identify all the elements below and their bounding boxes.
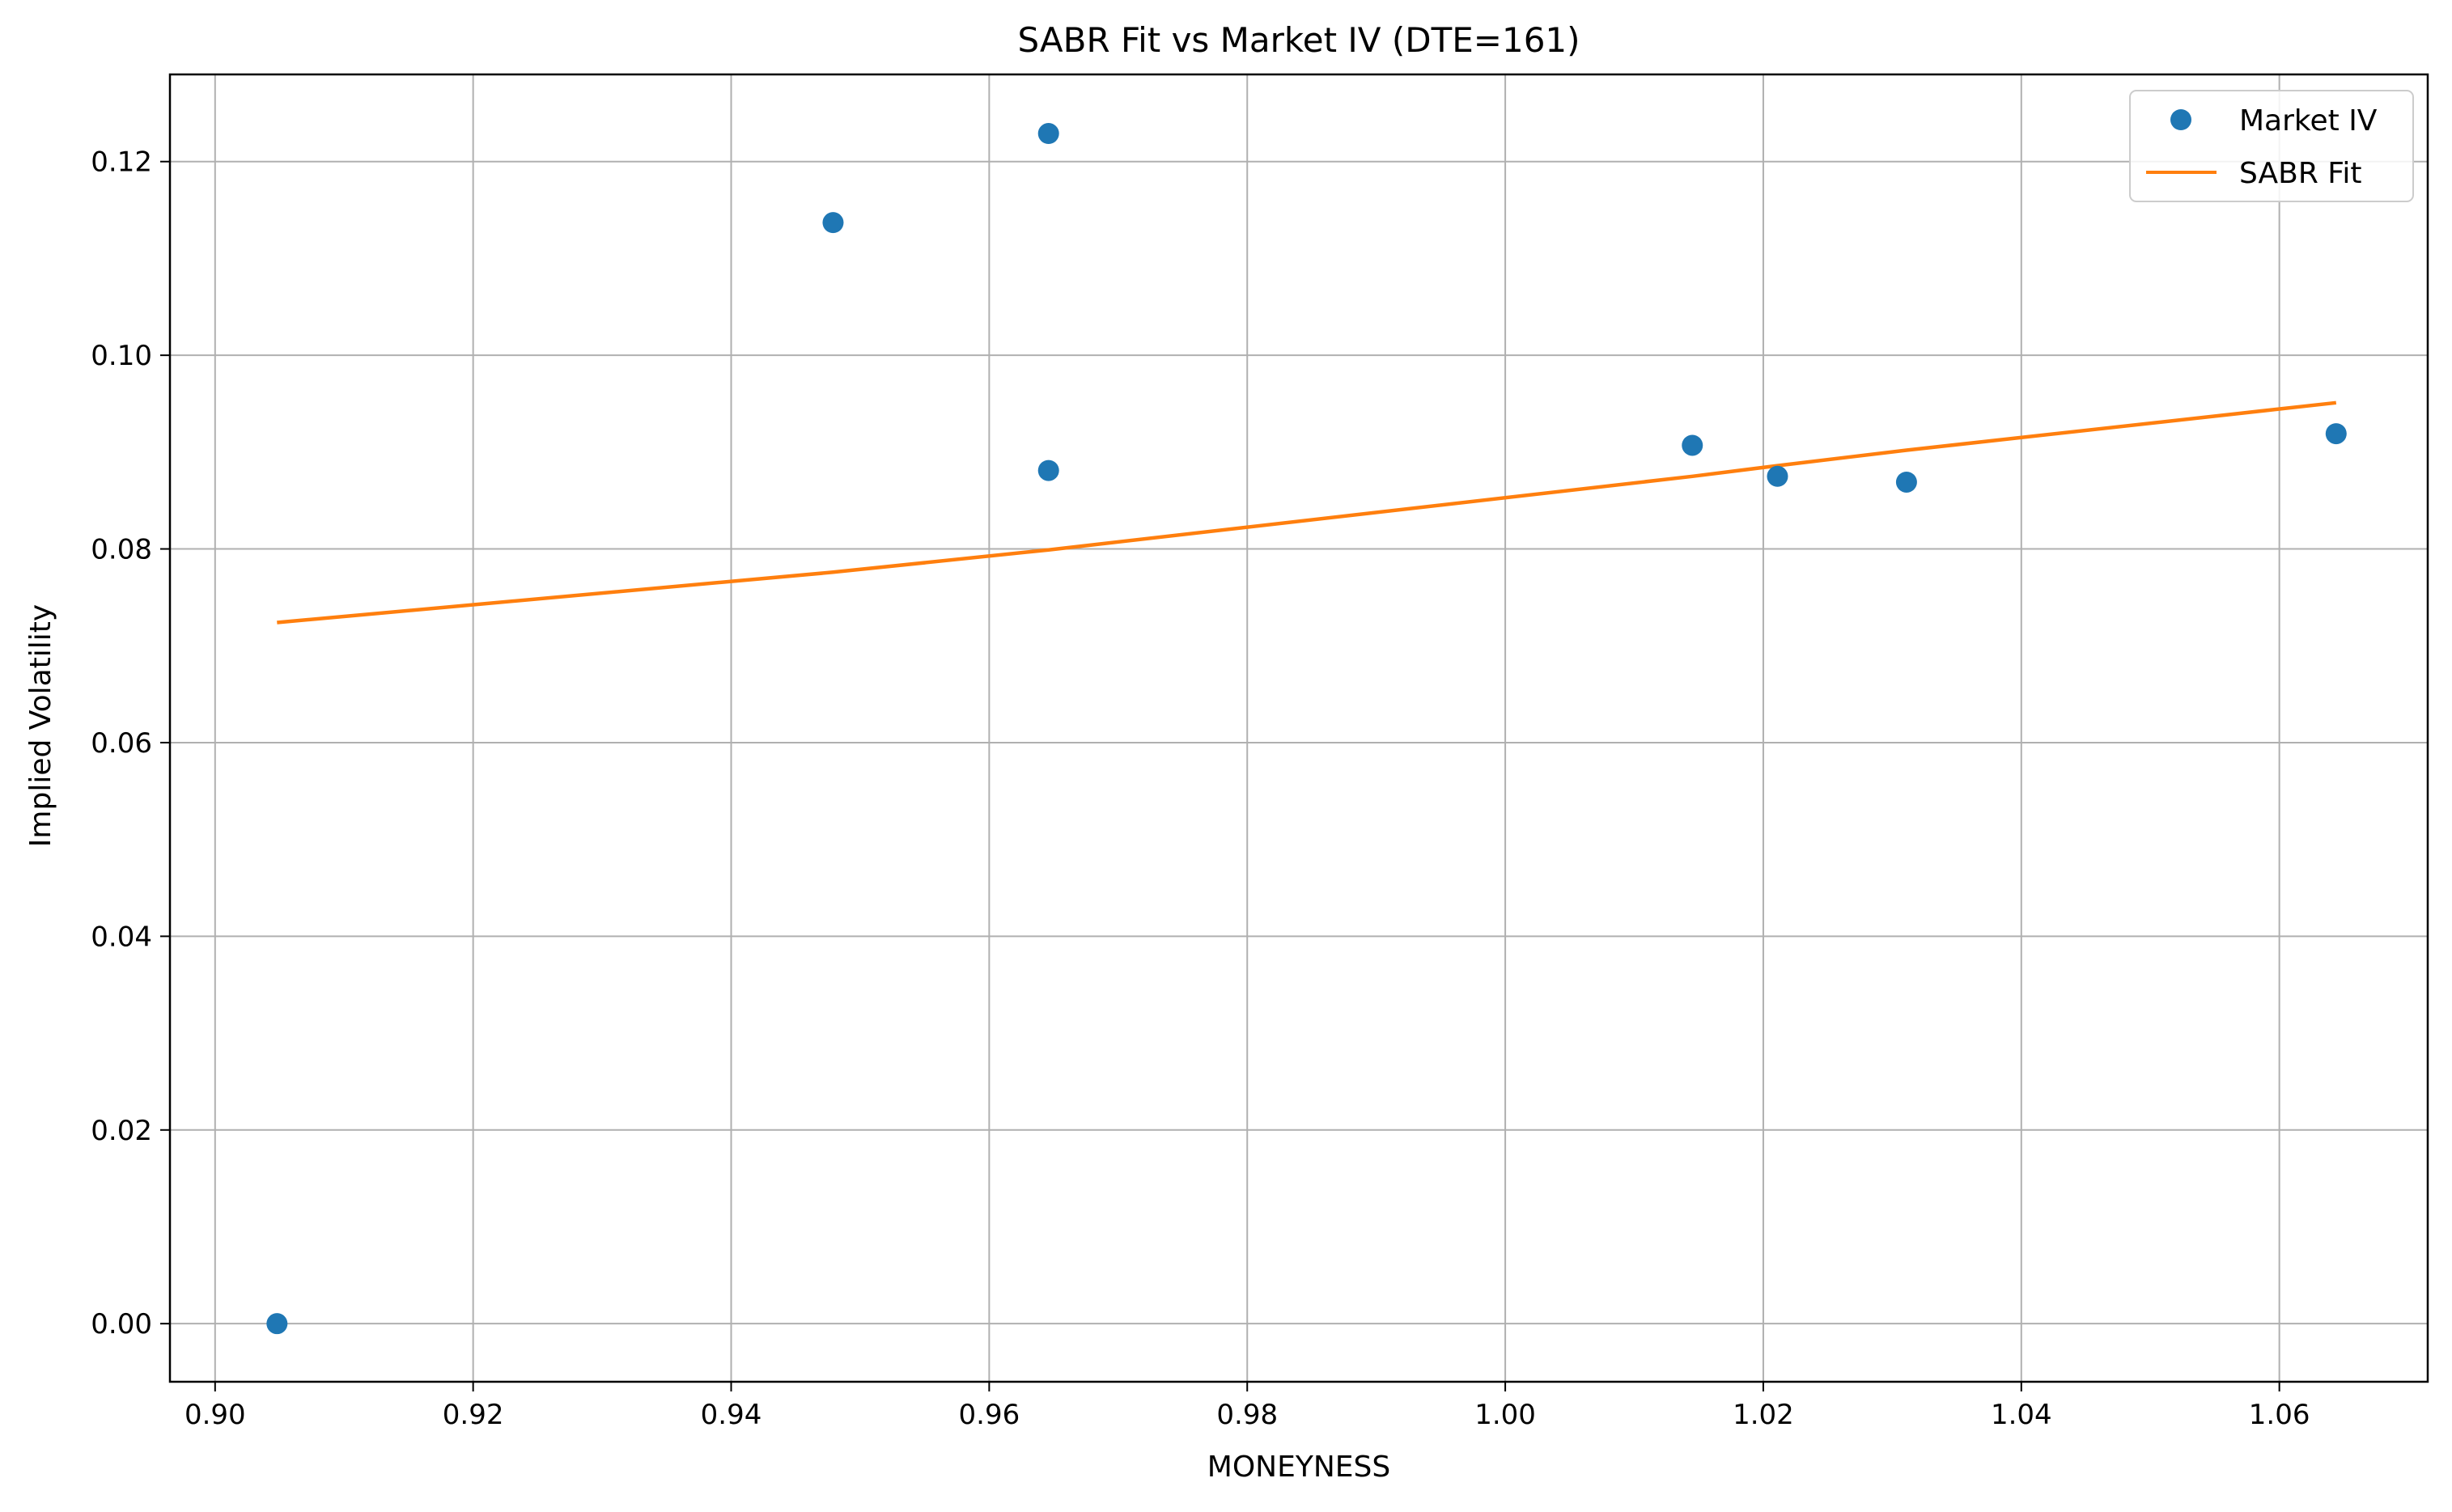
market-iv-point	[1895, 471, 1917, 493]
market-iv-point	[1037, 460, 1059, 481]
y-tick-label: 0.00	[91, 1308, 152, 1340]
y-tick-label: 0.10	[91, 340, 152, 372]
market-iv-point	[822, 212, 844, 234]
x-tick-label: 1.04	[1991, 1399, 2052, 1431]
market-iv-point	[266, 1313, 288, 1335]
x-tick-label: 1.06	[2249, 1399, 2310, 1431]
plot-series	[266, 123, 2347, 1335]
x-tick-label: 0.98	[1216, 1399, 1278, 1431]
sabr-fit-line	[277, 400, 2337, 625]
market-iv-point	[1037, 123, 1059, 145]
y-tick-label: 0.06	[91, 727, 152, 760]
legend-market-iv-marker	[2170, 109, 2191, 130]
y-tick-label: 0.02	[91, 1115, 152, 1147]
x-tick-label: 0.92	[443, 1399, 504, 1431]
x-tick-label: 0.94	[701, 1399, 762, 1431]
x-tick-label: 1.02	[1733, 1399, 1794, 1431]
legend-sabr-fit-label: SABR Fit	[2239, 157, 2362, 190]
grid	[170, 74, 2428, 1382]
x-tick-label: 0.90	[185, 1399, 246, 1431]
legend-market-iv-label: Market IV	[2239, 104, 2378, 138]
x-axis-ticks: 0.90 0.92 0.94 0.96 0.98 1.00 1.02 1.04 1.06	[185, 1382, 2310, 1431]
y-tick-label: 0.04	[91, 921, 152, 953]
market-iv-point	[2325, 423, 2347, 445]
legend: Market IV SABR Fit	[2129, 90, 2414, 202]
y-axis-ticks: 0.00 0.02 0.04 0.06 0.08 0.10 0.12	[91, 146, 170, 1340]
market-iv-point	[1767, 465, 1788, 487]
y-tick-label: 0.12	[91, 146, 152, 179]
y-tick-label: 0.08	[91, 534, 152, 566]
plot-frame	[168, 73, 2429, 1383]
x-tick-label: 0.96	[959, 1399, 1020, 1431]
x-axis-label: MONEYNESS	[1207, 1451, 1390, 1484]
y-axis-label: Implied Volatility	[24, 604, 57, 847]
market-iv-point	[1682, 434, 1703, 456]
x-tick-label: 1.00	[1474, 1399, 1536, 1431]
chart-title: SABR Fit vs Market IV (DTE=161)	[1017, 20, 1580, 60]
